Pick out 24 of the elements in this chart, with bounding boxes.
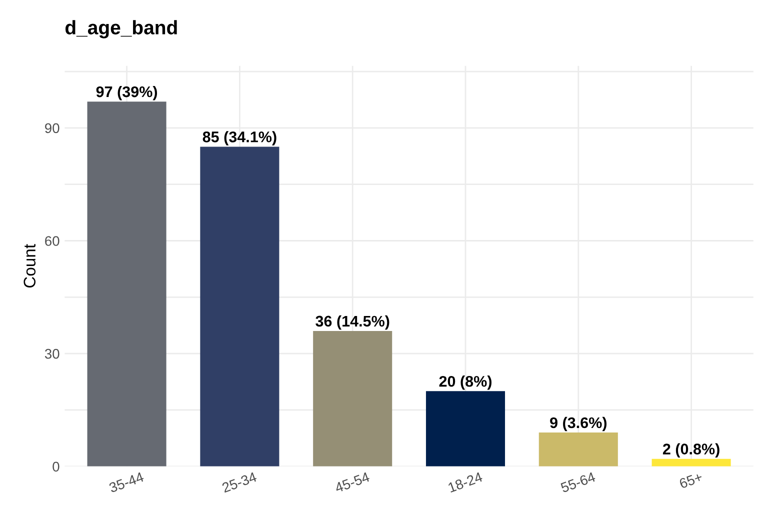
x-tick-label: 45-54 [334,472,370,493]
bar [200,146,280,466]
bar [313,331,392,466]
x-tick-label: 55-64 [560,472,596,493]
bar [426,391,506,466]
y-tick-label: 30 [44,348,60,359]
data-label: 97 (39%) [96,86,158,100]
data-label: 9 (3.6%) [550,416,607,432]
y-axis-title: Count [24,244,36,288]
x-tick-label: 35-44 [108,472,144,493]
bar [652,458,731,466]
data-label: 85 (34.1%) [202,131,276,146]
y-tick-label: 0 [52,462,60,472]
x-tick-label: 18-24 [448,472,484,493]
x-tick-label: 25-34 [222,472,258,493]
bar [87,102,166,466]
data-label: 36 (14.5%) [316,315,390,330]
x-tick-label: 65+ [678,472,703,489]
data-label: 2 (0.8%) [662,443,720,458]
y-tick-label: 60 [45,236,60,246]
data-label: 20 (8%) [439,376,492,390]
y-tick-label: 90 [45,123,60,134]
chart-title: d_age_band [65,20,177,38]
bar [538,432,618,466]
